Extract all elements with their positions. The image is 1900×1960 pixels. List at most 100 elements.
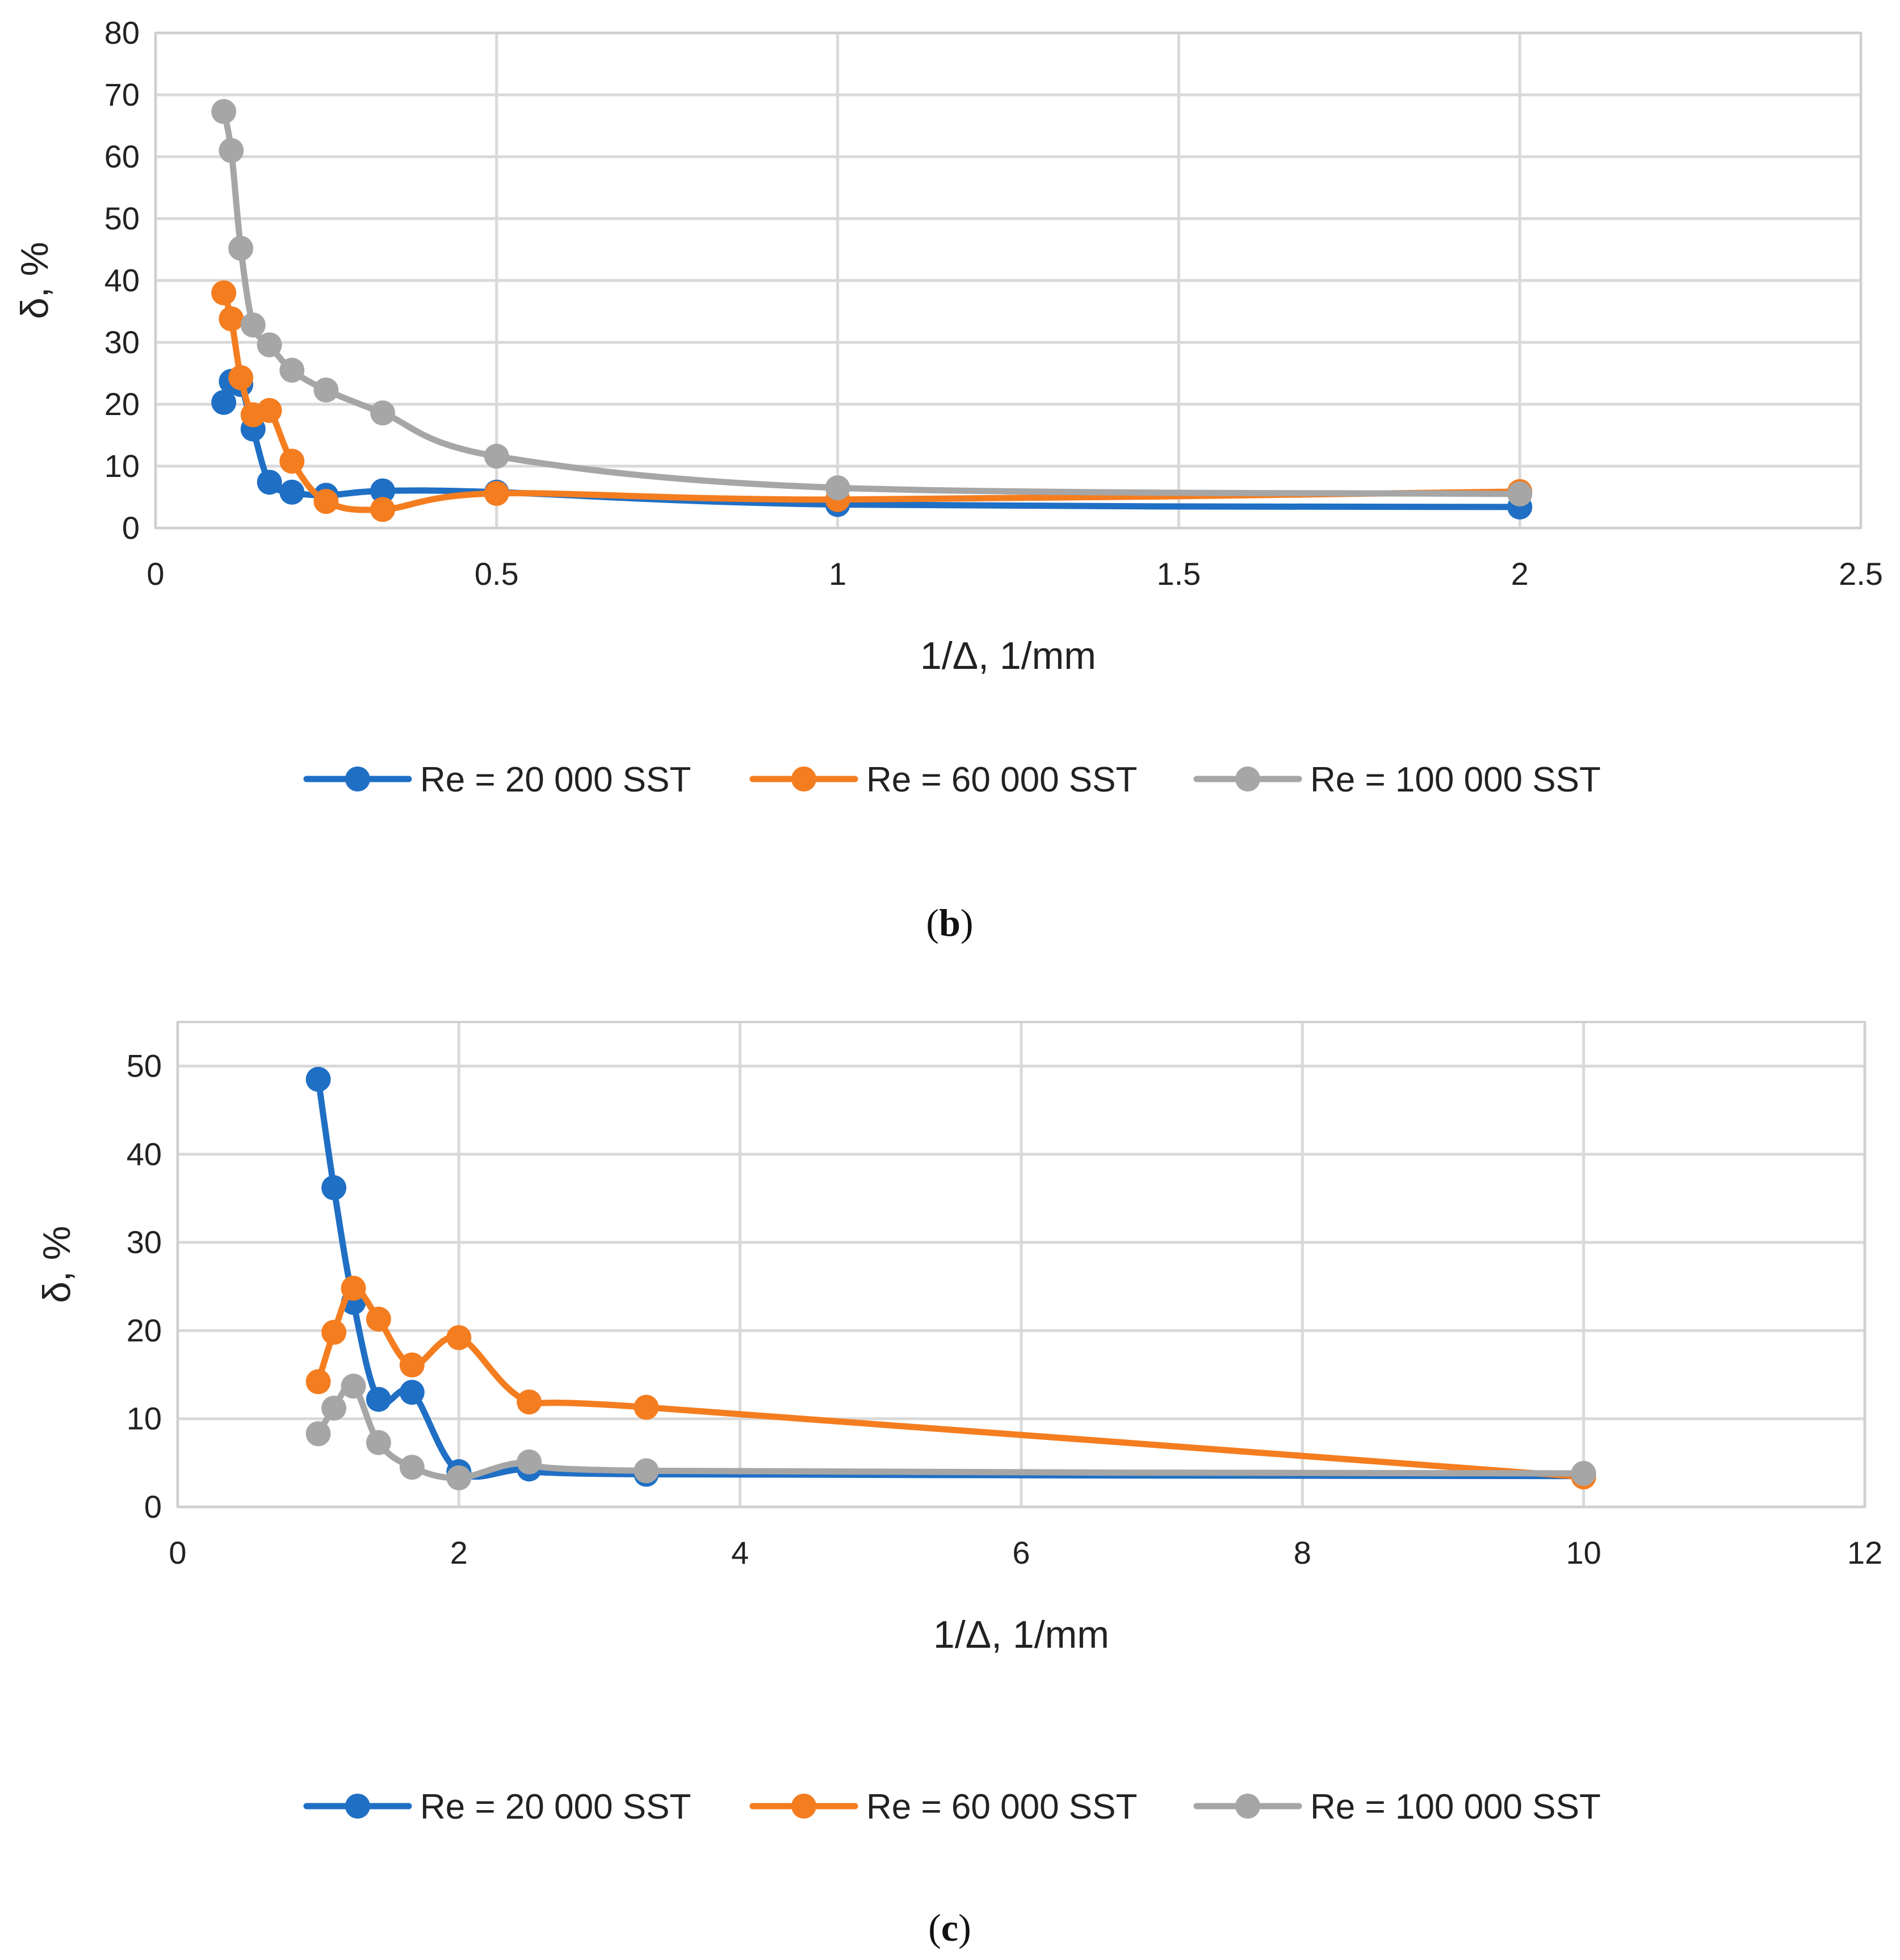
legend: Re = 20 000 SST Re = 60 000 SST Re = 100 0…	[303, 1787, 1601, 1827]
data-point	[399, 1380, 425, 1405]
legend-marker	[1235, 1794, 1260, 1819]
data-point	[634, 1458, 659, 1484]
x-tick-label: 12	[1847, 1535, 1882, 1570]
data-point	[366, 1387, 391, 1412]
data-point	[219, 306, 244, 332]
legend-marker	[791, 1794, 816, 1819]
caption-letter: c	[941, 1906, 958, 1949]
series-2	[211, 280, 1533, 522]
y-tick-label: 50	[127, 1048, 162, 1084]
panel-caption: (c)	[928, 1906, 971, 1949]
legend: Re = 20 000 SST Re = 60 000 SST Re = 100 0…	[303, 760, 1601, 799]
y-tick-label: 10	[104, 448, 140, 484]
legend-label: Re = 20 000 SST	[420, 760, 691, 799]
legend-marker	[345, 1794, 370, 1819]
data-point	[279, 449, 305, 474]
x-tick-label: 8	[1294, 1535, 1311, 1570]
series-1	[305, 1066, 1596, 1489]
series-3	[305, 1373, 1596, 1490]
x-tick-label: 0.5	[475, 556, 519, 592]
caption-paren: )	[958, 1906, 971, 1949]
data-point	[257, 332, 282, 358]
data-point	[219, 138, 244, 164]
data-point	[484, 443, 509, 469]
data-point	[370, 478, 396, 504]
data-point	[321, 1396, 347, 1421]
data-point	[211, 99, 237, 124]
y-tick-label: 40	[104, 262, 140, 298]
data-point	[313, 377, 339, 403]
x-tick-label: 6	[1012, 1535, 1030, 1570]
legend-label: Re = 60 000 SST	[866, 1787, 1137, 1827]
x-tick-label: 2.5	[1839, 556, 1883, 592]
data-point	[341, 1373, 366, 1399]
x-axis-title: 1/Δ, 1/mm	[933, 1613, 1109, 1656]
x-tick-label: 10	[1566, 1535, 1601, 1570]
y-tick-label: 80	[104, 15, 140, 51]
x-tick-label: 0	[146, 556, 164, 592]
y-tick-label: 10	[127, 1401, 162, 1437]
x-tick-label: 1	[829, 556, 846, 592]
data-point	[370, 400, 396, 426]
x-axis-title: 1/Δ, 1/mm	[920, 634, 1096, 677]
panel-caption: (b)	[926, 901, 973, 944]
data-point	[240, 312, 266, 338]
y-tick-label: 40	[127, 1136, 162, 1172]
data-point	[321, 1320, 347, 1345]
data-point	[517, 1449, 542, 1475]
series-line	[220, 290, 1523, 513]
data-point	[321, 1175, 347, 1200]
plot-frame	[177, 1021, 1866, 1508]
data-point	[366, 1430, 391, 1455]
data-point	[257, 397, 282, 423]
caption-paren: )	[961, 901, 974, 944]
data-point	[279, 479, 305, 505]
data-point	[341, 1275, 366, 1301]
data-point	[399, 1352, 425, 1378]
x-tick-label: 0	[169, 1535, 186, 1570]
caption-paren: (	[926, 901, 939, 944]
data-point	[446, 1465, 472, 1490]
y-tick-label: 50	[104, 200, 140, 236]
legend-marker	[1235, 767, 1260, 791]
data-point	[279, 358, 305, 383]
legend-label: Re = 100 000 SST	[1310, 1787, 1601, 1827]
data-point	[228, 365, 254, 391]
legend-marker	[791, 767, 816, 791]
x-tick-label: 1.5	[1156, 556, 1201, 592]
data-point	[228, 236, 254, 261]
series-line	[315, 1285, 1587, 1480]
data-point	[305, 1369, 331, 1394]
data-point	[517, 1389, 542, 1415]
caption-letter: b	[939, 901, 961, 944]
data-point	[305, 1066, 331, 1092]
series-line	[220, 108, 1523, 497]
legend-marker	[345, 767, 370, 791]
x-tick-label: 2	[450, 1535, 468, 1570]
data-point	[211, 390, 237, 415]
plot-frame	[154, 32, 1862, 529]
x-tick-label: 4	[731, 1535, 749, 1570]
y-tick-label: 20	[127, 1312, 162, 1348]
series-2	[305, 1275, 1596, 1490]
data-point	[313, 489, 339, 514]
data-point	[634, 1394, 659, 1420]
series-line	[315, 1076, 1587, 1480]
data-point	[1507, 481, 1533, 507]
y-axis-title: δ, %	[35, 1226, 78, 1303]
data-point	[370, 497, 396, 522]
y-tick-label: 30	[104, 324, 140, 360]
caption-paren: (	[928, 1906, 941, 1949]
y-tick-label: 20	[104, 386, 140, 422]
chart-panel-b: 0 10 20 30 40 50 60 70 80 0 0.5 1 1.5 2 2.5 1/Δ, 1/mm δ,…	[13, 15, 1883, 944]
y-axis-title: δ, %	[13, 242, 56, 319]
y-tick-label: 70	[104, 77, 140, 112]
data-point	[211, 280, 237, 305]
data-point	[305, 1421, 331, 1447]
y-tick-label: 30	[127, 1224, 162, 1260]
legend-label: Re = 20 000 SST	[420, 1787, 691, 1827]
data-point	[825, 475, 850, 501]
data-point	[1571, 1460, 1596, 1486]
data-point	[446, 1325, 472, 1350]
